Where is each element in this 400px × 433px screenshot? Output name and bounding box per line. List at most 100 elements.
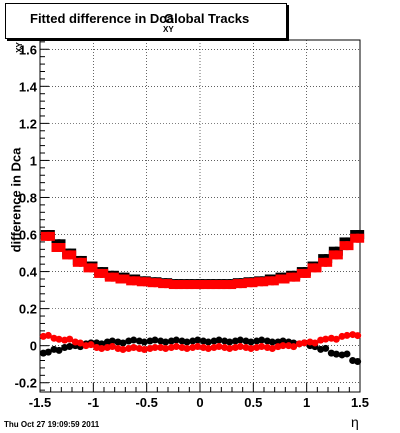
y-tick-label: 1.6 bbox=[19, 42, 37, 57]
data-point-square bbox=[292, 272, 301, 282]
data-point-circle bbox=[215, 336, 223, 344]
data-point-circle bbox=[279, 342, 287, 350]
data-point-square bbox=[260, 277, 269, 287]
data-point-square bbox=[238, 279, 247, 289]
data-point-circle bbox=[258, 336, 266, 344]
data-point-circle bbox=[332, 335, 340, 343]
data-point-square bbox=[190, 280, 200, 290]
data-point-circle bbox=[87, 341, 95, 349]
data-point-square bbox=[211, 280, 221, 290]
data-point-square bbox=[179, 280, 189, 290]
y-tick-label: 1.2 bbox=[19, 116, 37, 131]
data-point-circle bbox=[55, 346, 63, 354]
data-point-square bbox=[318, 257, 328, 267]
data-point-circle bbox=[66, 335, 74, 343]
data-point-square bbox=[228, 280, 237, 290]
data-point-circle bbox=[300, 339, 308, 347]
data-point-circle bbox=[130, 343, 138, 351]
data-point-circle bbox=[226, 345, 234, 353]
data-point-circle bbox=[55, 335, 63, 343]
data-point-square bbox=[302, 268, 311, 278]
y-tick-label: -0.2 bbox=[15, 376, 37, 391]
data-point-circle bbox=[183, 338, 191, 346]
data-point-circle bbox=[354, 358, 362, 366]
data-point-square bbox=[132, 276, 141, 286]
data-point-circle bbox=[119, 345, 127, 353]
data-point-square bbox=[51, 242, 61, 252]
data-point-square bbox=[168, 280, 178, 290]
chart-title-subscript: XY bbox=[163, 25, 174, 34]
timestamp: Thu Oct 27 19:09:59 2011 bbox=[4, 420, 100, 429]
data-point-square bbox=[232, 279, 242, 289]
data-point-square bbox=[158, 279, 168, 289]
data-point-circle bbox=[162, 345, 170, 353]
data-point-circle bbox=[332, 350, 340, 358]
data-point-square bbox=[110, 272, 119, 282]
data-point-circle bbox=[98, 345, 106, 353]
data-point-circle bbox=[108, 337, 116, 345]
y-axis-label: difference in Dca bbox=[8, 147, 24, 253]
data-point-square bbox=[174, 280, 183, 290]
data-point-square bbox=[206, 280, 215, 290]
data-point-square bbox=[275, 274, 285, 284]
title-box: Fitted difference in Dca XY Global Track… bbox=[5, 3, 287, 39]
data-point-square bbox=[115, 274, 125, 284]
data-point-square bbox=[100, 268, 109, 278]
data-point-circle bbox=[130, 336, 138, 344]
data-point-square bbox=[254, 277, 264, 287]
data-point-circle bbox=[236, 343, 244, 351]
data-point-square bbox=[286, 272, 296, 282]
data-point-circle bbox=[322, 335, 330, 343]
data-point-square bbox=[83, 263, 93, 273]
data-point-square bbox=[62, 250, 72, 260]
data-point-square bbox=[121, 274, 130, 284]
data-point-square bbox=[94, 268, 104, 278]
data-point-square bbox=[313, 263, 322, 273]
y-tick-label: 0.4 bbox=[19, 265, 38, 280]
data-point-circle bbox=[343, 350, 351, 358]
data-point-circle bbox=[268, 338, 276, 346]
data-point-square bbox=[324, 257, 333, 267]
y-tick-label: 0.8 bbox=[19, 190, 37, 205]
data-point-square bbox=[136, 277, 146, 287]
data-point-square bbox=[217, 280, 226, 290]
data-point-circle bbox=[162, 338, 170, 346]
data-point-square bbox=[185, 280, 194, 290]
data-point-square bbox=[57, 242, 66, 252]
data-point-square bbox=[126, 276, 136, 286]
data-point-circle bbox=[172, 336, 180, 344]
data-point-square bbox=[153, 278, 162, 288]
data-point-square bbox=[222, 280, 232, 290]
data-point-circle bbox=[194, 336, 202, 344]
x-axis-label: η bbox=[351, 414, 359, 430]
data-point-circle bbox=[151, 343, 159, 351]
data-point-square bbox=[46, 231, 55, 241]
data-point-circle bbox=[247, 338, 255, 346]
data-point-square bbox=[164, 279, 173, 289]
x-tick-label: -1.5 bbox=[29, 395, 51, 410]
chart-title: Fitted difference in Dca bbox=[30, 11, 174, 26]
data-point-circle bbox=[119, 339, 127, 347]
data-point-circle bbox=[311, 339, 319, 347]
data-point-circle bbox=[151, 336, 159, 344]
x-tick-label: -1 bbox=[88, 395, 100, 410]
x-tick-label: -0.5 bbox=[135, 395, 157, 410]
data-point-circle bbox=[204, 345, 212, 353]
x-tick-label: 1 bbox=[303, 395, 310, 410]
chart-title-tail: Global Tracks bbox=[164, 11, 250, 26]
data-point-square bbox=[78, 257, 87, 267]
data-point-circle bbox=[236, 336, 244, 344]
data-point-circle bbox=[247, 345, 255, 353]
y-tick-label: 1.4 bbox=[19, 79, 38, 94]
data-point-circle bbox=[140, 345, 148, 353]
data-point-square bbox=[249, 278, 258, 288]
data-point-square bbox=[196, 280, 205, 290]
data-point-square bbox=[345, 241, 354, 251]
data-point-square bbox=[40, 231, 50, 241]
data-point-circle bbox=[140, 338, 148, 346]
data-point-circle bbox=[268, 345, 276, 353]
x-tick-label: 0 bbox=[196, 395, 203, 410]
data-point-circle bbox=[226, 338, 234, 346]
data-point-circle bbox=[44, 331, 52, 339]
y-axis-label-subscript: XY bbox=[14, 42, 24, 53]
